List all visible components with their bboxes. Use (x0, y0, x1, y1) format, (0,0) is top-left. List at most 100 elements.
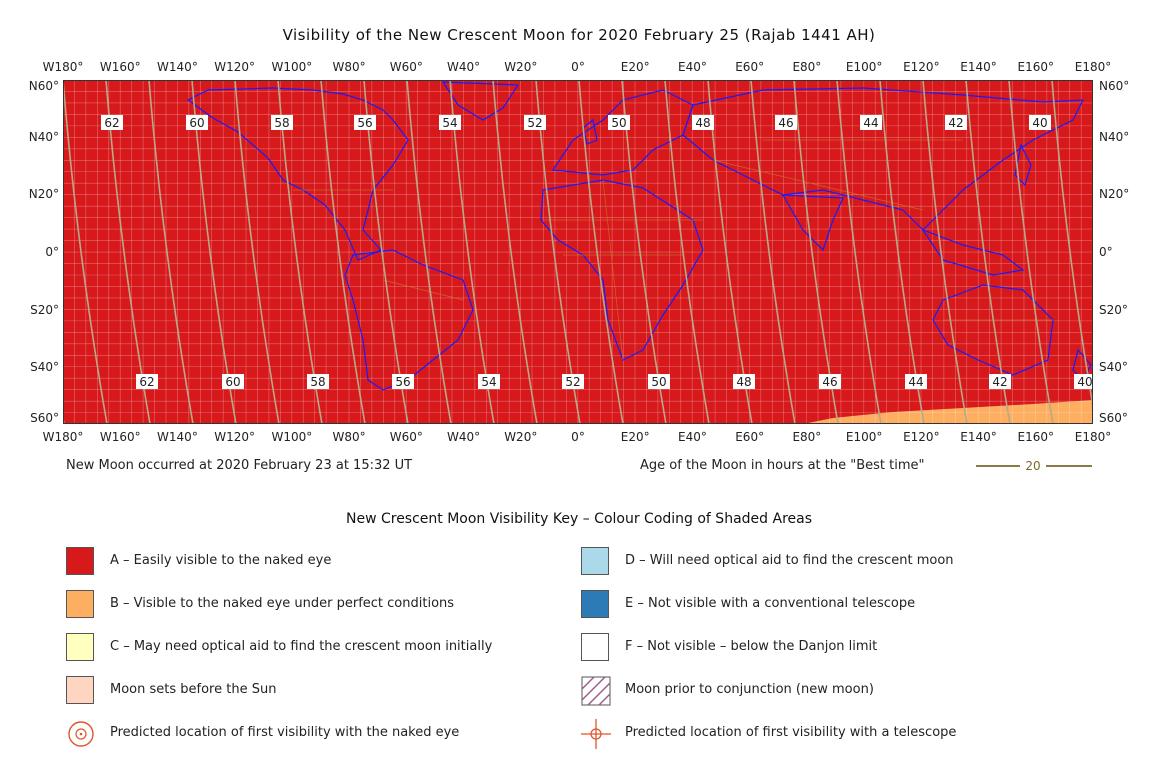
zone-b-region (803, 400, 1093, 424)
age-label: 44 (863, 116, 878, 130)
age-label: 62 (104, 116, 119, 130)
age-contour (63, 80, 108, 424)
longitude-label: W100° (271, 60, 313, 74)
longitude-label: E60° (735, 430, 765, 444)
age-contour-labels: 62 60 58 56 54 52 50 48 46 44 42 40 62 60 58 56 54 52 50 48… (101, 115, 1093, 389)
age-label: 52 (527, 116, 542, 130)
longitude-label: W180° (42, 430, 84, 444)
latitude-label: N60° (1099, 79, 1130, 93)
age-label: 46 (822, 375, 837, 389)
key-label: A – Easily visible to the naked eye (110, 553, 332, 568)
longitude-label: E20° (620, 60, 650, 74)
latitude-label: N20° (1099, 187, 1130, 201)
age-label: 54 (442, 116, 457, 130)
map-frame (63, 80, 1093, 424)
latitude-label: S20° (30, 303, 59, 317)
age-contour (320, 80, 366, 424)
longitude-label: W180° (42, 60, 84, 74)
age-label: 42 (992, 375, 1007, 389)
latitude-label: 0° (45, 245, 59, 259)
latitude-label: N20° (28, 187, 59, 201)
age-label: 42 (948, 116, 963, 130)
age-contour (836, 80, 882, 424)
age-label-box (945, 115, 967, 130)
age-label-box (222, 374, 244, 389)
longitude-label: W100° (271, 430, 313, 444)
age-label-box (186, 115, 208, 130)
longitude-label: E140° (960, 60, 997, 74)
longitude-label: 0° (571, 60, 585, 74)
longitude-label: W120° (214, 60, 256, 74)
longitude-label: W20° (504, 60, 538, 74)
age-label: 56 (357, 116, 372, 130)
age-label-box (1074, 374, 1093, 389)
new-moon-caption: New Moon occurred at 2020 February 23 at… (66, 458, 413, 473)
age-contour (664, 80, 710, 424)
colour-swatch (66, 590, 94, 618)
longitude-label: W80° (332, 430, 366, 444)
age-caption: Age of the Moon in hours at the "Best ti… (640, 458, 925, 473)
longitude-label: 0° (571, 430, 585, 444)
hatched-square-icon (581, 676, 611, 706)
longitude-label: E100° (845, 60, 883, 74)
key-label: Predicted location of first visibility w… (110, 725, 460, 740)
age-label-box (354, 115, 376, 130)
age-label: 48 (736, 375, 751, 389)
age-label: 40 (1032, 116, 1047, 130)
age-sample-label: 20 (1025, 459, 1040, 473)
age-label: 40 (1077, 375, 1092, 389)
age-label: 58 (274, 116, 289, 130)
age-label: 54 (481, 375, 496, 389)
age-label: 60 (189, 116, 204, 130)
age-label-box (1029, 115, 1051, 130)
longitude-label: W60° (389, 430, 423, 444)
age-label: 50 (651, 375, 666, 389)
age-label-box (136, 374, 158, 389)
age-label-box (307, 374, 329, 389)
longitude-label: E120° (903, 430, 940, 444)
age-label-box (392, 374, 414, 389)
longitude-label: E160° (1017, 60, 1055, 74)
latitude-label: 0° (1099, 245, 1113, 259)
age-contour (234, 80, 280, 424)
circled-dot-icon (68, 721, 94, 747)
key-label: E – Not visible with a conventional tele… (625, 596, 916, 611)
age-label-box (524, 115, 546, 130)
age-label-box (271, 115, 293, 130)
longitude-label: E180° (1074, 60, 1112, 74)
age-label-box (648, 374, 670, 389)
longitude-label: W80° (332, 60, 366, 74)
key-label: B – Visible to the naked eye under perfe… (110, 596, 455, 611)
colour-swatch (66, 547, 94, 575)
key-label: C – May need optical aid to find the cre… (110, 639, 493, 654)
age-label-box (733, 374, 755, 389)
colour-swatch (66, 676, 94, 704)
longitude-label: W20° (504, 430, 538, 444)
longitude-label: W140° (157, 430, 198, 444)
age-label-box (860, 115, 882, 130)
longitude-label: E120° (903, 60, 940, 74)
colour-swatch (66, 633, 94, 661)
visibility-map: 62 60 58 56 54 52 50 48 46 44 42 40 62 60 58 56 54 52 50 48… (63, 80, 1093, 424)
age-label-box (608, 115, 630, 130)
age-contour (148, 80, 194, 424)
age-line-sample: 20 (976, 459, 1092, 473)
age-label: 58 (310, 375, 325, 389)
colour-swatch (581, 633, 609, 661)
age-label: 48 (695, 116, 710, 130)
age-label: 60 (225, 375, 240, 389)
longitude-label: E40° (678, 60, 707, 74)
key-label: F – Not visible – below the Danjon limit (625, 639, 878, 654)
age-label-box (439, 115, 461, 130)
longitude-label: W160° (99, 60, 141, 74)
age-contour (492, 80, 538, 424)
longitude-label: E100° (845, 430, 883, 444)
latitude-label: N60° (28, 79, 59, 93)
age-contour (578, 80, 624, 424)
latitude-label: S20° (1099, 303, 1128, 317)
age-label: 50 (611, 116, 626, 130)
longitude-label: W120° (214, 430, 256, 444)
age-label: 44 (908, 375, 923, 389)
age-contour (922, 80, 968, 424)
key-label: Moon prior to conjunction (new moon) (625, 682, 874, 697)
